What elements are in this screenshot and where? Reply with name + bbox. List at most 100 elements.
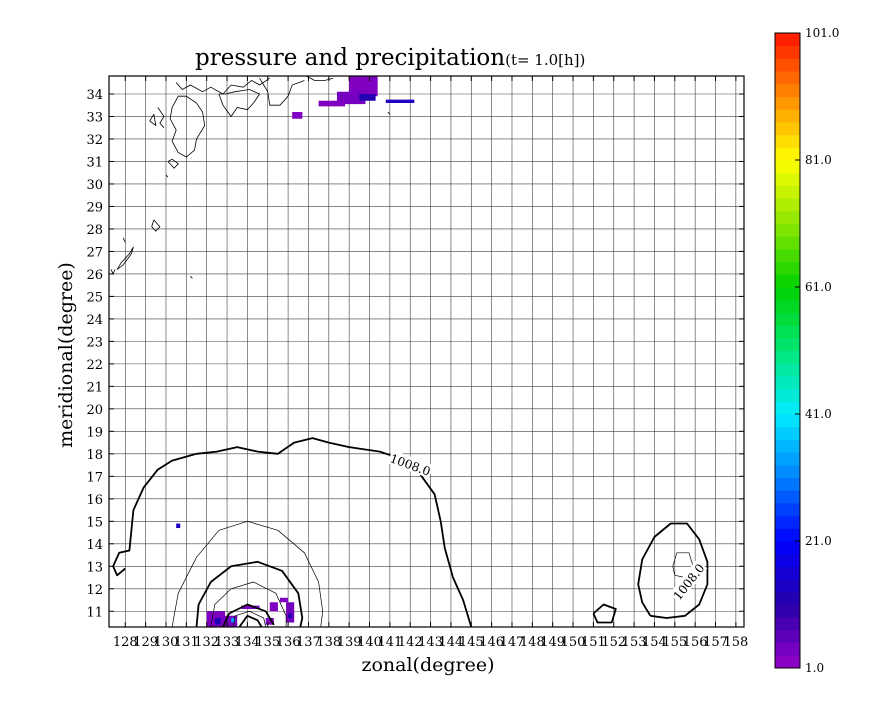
colorbar-step	[775, 337, 800, 351]
y-tick-label: 18	[86, 448, 103, 463]
x-tick-label: 137	[296, 635, 321, 650]
colorbar-step	[775, 350, 800, 364]
colorbar: 101.0 81.0 61.0 41.0 21.0 1.0	[774, 26, 839, 675]
chart-title-main: pressure and precipitation	[195, 45, 505, 71]
x-tick-label: 136	[276, 635, 301, 650]
x-tick-label: 146	[479, 635, 504, 650]
pressure-contour-1008	[637, 522, 709, 619]
colorbar-tick-label: 101.0	[805, 26, 839, 40]
coastline	[157, 107, 165, 128]
colorbar-step	[775, 33, 800, 47]
colorbar-step	[775, 464, 800, 478]
plot-area: 1008.01008.01281291301311321331341351361…	[86, 75, 748, 650]
plot-frame	[108, 75, 745, 628]
colorbar-step	[775, 287, 800, 301]
colorbar-step	[775, 490, 800, 504]
coastline	[175, 77, 271, 95]
x-tick-label: 132	[194, 635, 219, 650]
y-tick-label: 17	[86, 470, 103, 485]
contour-label-bg	[669, 559, 708, 604]
x-tick-label: 158	[723, 635, 748, 650]
pressure-contour-1004	[195, 560, 304, 627]
x-tick-label: 130	[154, 635, 179, 650]
y-tick-label: 28	[86, 223, 103, 238]
x-tick-label: 144	[439, 635, 464, 650]
x-tick-label: 156	[683, 635, 708, 650]
pressure-contour-1000	[222, 603, 275, 627]
pressure-contour-1008	[112, 437, 473, 627]
precipitation-cell	[231, 618, 236, 623]
colorbar-tick-label: 61.0	[805, 280, 832, 294]
colorbar-step	[775, 477, 800, 491]
coastline	[190, 275, 193, 279]
coastline	[122, 237, 126, 243]
y-tick-label: 30	[86, 178, 103, 193]
x-tick-label: 150	[561, 635, 586, 650]
precipitation-cell	[265, 618, 274, 625]
precipitation-cell	[288, 613, 293, 619]
coastline	[387, 111, 391, 115]
colorbar-step	[775, 617, 800, 631]
colorbar-step	[775, 642, 800, 656]
colorbar-step	[775, 121, 800, 136]
colorbar-step	[775, 236, 800, 250]
y-tick-label: 11	[86, 605, 103, 620]
coastline	[218, 89, 261, 118]
colorbar-step	[775, 312, 800, 326]
colorbar-step	[775, 502, 800, 517]
coastline	[151, 219, 161, 232]
x-tick-label: 139	[337, 635, 362, 650]
colorbar-step	[775, 452, 800, 466]
y-tick-label: 20	[86, 403, 103, 418]
pressure-contour-1002	[210, 581, 287, 627]
colorbar-step	[775, 261, 800, 275]
y-tick-label: 25	[86, 290, 103, 305]
colorbar-step	[775, 58, 800, 72]
colorbar-step	[775, 553, 800, 567]
colorbar-step	[775, 541, 800, 555]
colorbar-step	[775, 604, 800, 618]
coastline	[259, 77, 305, 106]
coastline	[116, 246, 134, 270]
x-tick-label: 129	[133, 635, 158, 650]
colorbar-step	[775, 363, 800, 377]
colorbar-step	[775, 274, 800, 288]
x-tick-label: 148	[520, 635, 545, 650]
y-tick-label: 26	[86, 268, 103, 283]
colorbar-step	[775, 160, 800, 174]
colorbar-step	[775, 83, 800, 97]
colorbar-step	[775, 299, 800, 313]
x-tick-label: 153	[622, 635, 647, 650]
colorbar-step	[775, 185, 800, 199]
x-tick-label: 141	[377, 635, 402, 650]
x-tick-label: 152	[601, 635, 626, 650]
colorbar-step	[775, 426, 800, 440]
colorbar-step	[775, 198, 800, 212]
x-tick-label: 135	[255, 635, 280, 650]
y-tick-label: 19	[86, 425, 103, 440]
y-tick-label: 33	[86, 110, 103, 125]
y-tick-label: 34	[86, 88, 103, 103]
colorbar-step	[775, 515, 800, 529]
tick-marks	[109, 76, 744, 627]
x-tick-label: 128	[113, 635, 138, 650]
x-tick-label: 151	[581, 635, 606, 650]
chart-subtitle: (t= 1.0[h])	[505, 51, 585, 69]
pressure-contour-1006	[171, 520, 324, 627]
colorbar-tick-label: 81.0	[805, 153, 832, 167]
colorbar-step	[775, 45, 800, 59]
coastline	[149, 113, 157, 127]
y-tick-label: 15	[86, 515, 103, 530]
precipitation-cell	[286, 602, 295, 623]
y-axis-label: meridional(degree)	[55, 262, 77, 448]
coastline	[167, 158, 179, 169]
precipitation-cell	[279, 597, 289, 603]
x-tick-label: 145	[459, 635, 484, 650]
y-tick-label: 24	[86, 313, 103, 328]
x-tick-label: 140	[357, 635, 382, 650]
y-tick-label: 27	[86, 245, 103, 260]
colorbar-step	[775, 325, 800, 339]
colorbar-step	[775, 248, 800, 263]
x-tick-label: 157	[703, 635, 728, 650]
